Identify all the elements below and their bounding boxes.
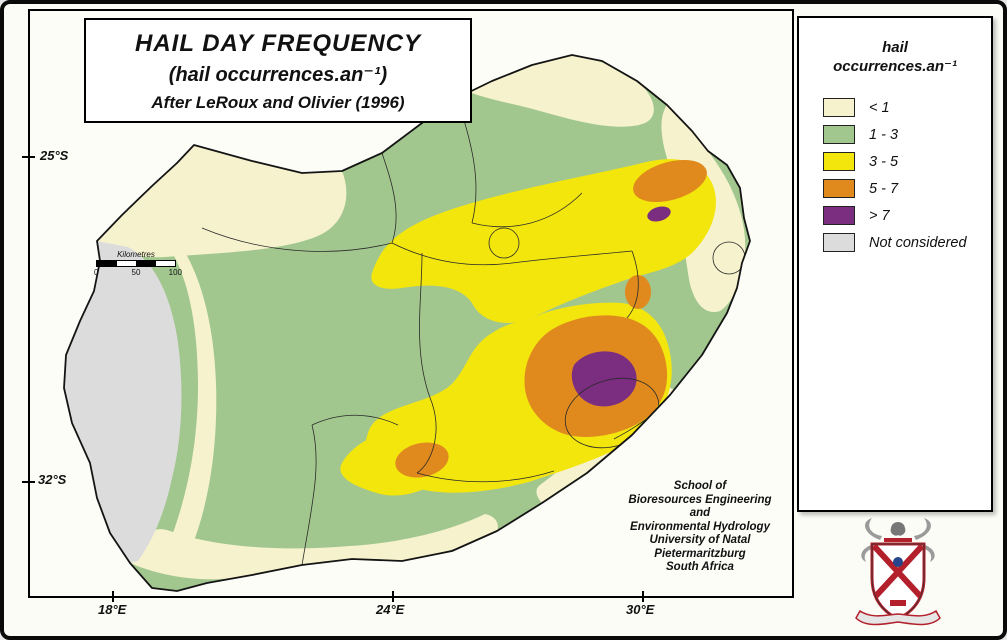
legend-item-5-7: 5 - 7 [823, 175, 991, 202]
map-title-box: HAIL DAY FREQUENCY (hail occurrences.an⁻… [84, 18, 472, 123]
attribution-block: School of Bioresources Engineering and E… [610, 480, 790, 575]
region-3-5-band [371, 159, 716, 323]
legend-swatch-lt1 [823, 98, 855, 117]
scale-bar-label: Kilometres [117, 250, 155, 259]
gauteng-boundary [488, 227, 520, 259]
crest-scroll [855, 609, 941, 626]
scale-segment [117, 261, 137, 266]
attribution-line: School of [673, 480, 727, 492]
map-frame [28, 9, 794, 598]
region-lt1-northwest [97, 145, 347, 258]
legend-box: hail occurrences.an⁻¹ < 1 1 - 3 3 - 5 5 … [797, 16, 993, 512]
south-africa-hail-map [63, 54, 751, 592]
region-gt7-small [647, 206, 671, 222]
legend-label-3-5: 3 - 5 [869, 153, 899, 170]
region-not-considered-west [64, 241, 182, 563]
legend-item-gt7: > 7 [823, 202, 991, 229]
longitude-label-30e: 30°E [626, 602, 655, 617]
crest-figure [890, 522, 906, 536]
legend-item-lt1: < 1 [823, 94, 991, 121]
scale-bar-ticks: 0 50 100 [94, 268, 182, 278]
map-subtitle-units: (hail occurrences.an⁻¹) [168, 64, 388, 86]
attribution-line: Environmental Hydrology [630, 520, 770, 533]
region-lt1-southcoast [130, 514, 498, 580]
scale-bar-graphic [96, 260, 176, 267]
university-crest-icon [855, 518, 941, 626]
attribution-line: University of Natal [649, 534, 751, 546]
longitude-tick-30e [642, 591, 644, 602]
longitude-label-24e: 24°E [376, 602, 405, 617]
legend-swatch-5-7 [823, 179, 855, 198]
map-title: HAIL DAY FREQUENCY [134, 30, 422, 57]
legend-title-line1: hail [882, 39, 908, 56]
crest-mantling [861, 544, 878, 562]
legend-title: hail occurrences.an⁻¹ [799, 38, 991, 76]
attribution-line: South Africa [666, 561, 734, 573]
longitude-tick-24e [392, 591, 394, 602]
region-lt1-westband [168, 247, 217, 557]
legend-item-not-considered: Not considered [823, 229, 991, 256]
legend-swatch-gt7 [823, 206, 855, 225]
legend-title-line2: occurrences.an⁻¹ [833, 58, 957, 75]
legend-item-3-5: 3 - 5 [823, 148, 991, 175]
crest-mantling [865, 518, 882, 540]
attribution-line: and [689, 507, 711, 519]
scale-tick-100: 100 [168, 268, 182, 277]
scale-segment [136, 261, 156, 266]
legend-swatch-3-5 [823, 152, 855, 171]
crest-torse [884, 538, 912, 542]
legend-item-1-3: 1 - 3 [823, 121, 991, 148]
legend-label-1-3: 1 - 3 [869, 126, 899, 143]
crest-charges [872, 544, 924, 606]
latitude-tick-25s [22, 156, 35, 158]
legend-items: < 1 1 - 3 3 - 5 5 - 7 > 7 Not considered [823, 94, 991, 256]
longitude-tick-18e [112, 591, 114, 602]
province-boundaries [201, 97, 746, 566]
scale-tick-0: 0 [94, 268, 99, 277]
legend-swatch-not-considered [823, 233, 855, 252]
scale-segment [97, 261, 117, 266]
region-gt7-central [571, 351, 637, 407]
map-source: After LeRoux and Olivier (1996) [151, 93, 405, 112]
scale-tick-50: 50 [131, 268, 141, 277]
legend-label-5-7: 5 - 7 [869, 180, 899, 197]
region-5-7-southwest [395, 442, 449, 478]
coastline-outline [63, 54, 751, 592]
attribution-line: Pietermaritzburg [654, 547, 746, 560]
legend-label-not-considered: Not considered [869, 234, 967, 251]
latitude-label-25s: 25°S [40, 148, 69, 163]
legend-label-gt7: > 7 [869, 207, 890, 224]
region-5-7-northeast [633, 159, 707, 203]
legend-swatch-1-3 [823, 125, 855, 144]
attribution-line: Bioresources Engineering [628, 493, 772, 506]
crest-mantling [918, 544, 935, 562]
legend-label-lt1: < 1 [869, 99, 890, 116]
scale-segment [156, 261, 176, 266]
longitude-label-18e: 18°E [98, 602, 127, 617]
latitude-tick-32s [22, 481, 35, 483]
scale-bar: Kilometres 0 50 100 [94, 250, 182, 278]
crest-mantling [914, 518, 931, 540]
university-crest [850, 514, 946, 634]
latitude-label-32s: 32°S [38, 472, 67, 487]
